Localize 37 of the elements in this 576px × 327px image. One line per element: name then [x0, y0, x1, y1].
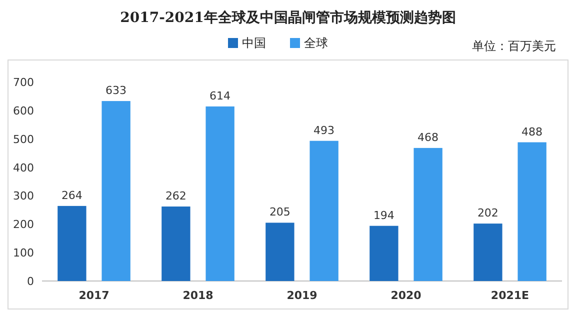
bar — [474, 224, 502, 281]
data-label: 264 — [61, 188, 82, 202]
chart-title: 2017-2021年全球及中国晶闸管市场规模预测趋势图 — [120, 9, 456, 26]
y-tick-label: 0 — [27, 275, 34, 288]
legend-label: 全球 — [304, 36, 328, 50]
bar — [518, 142, 546, 281]
bar — [370, 226, 398, 281]
bar — [162, 206, 190, 281]
data-label: 488 — [522, 125, 543, 138]
data-label: 194 — [373, 208, 394, 222]
y-tick-label: 500 — [13, 132, 34, 146]
data-label: 614 — [210, 89, 231, 102]
y-tick-label: 200 — [13, 218, 34, 232]
x-tick-label: 2018 — [182, 289, 214, 302]
data-label: 205 — [269, 206, 290, 219]
text: 单位：百万美元 — [472, 39, 556, 53]
bar — [58, 206, 86, 281]
bar — [310, 140, 338, 281]
data-label: 633 — [106, 84, 127, 98]
bar — [102, 101, 130, 281]
y-tick-label: 700 — [13, 76, 34, 89]
y-tick-label: 100 — [13, 246, 34, 260]
x-tick-label: 2021E — [490, 289, 530, 302]
data-label: 493 — [314, 124, 335, 137]
bar — [206, 106, 234, 281]
x-tick-label: 2019 — [286, 289, 318, 302]
bar — [266, 222, 294, 281]
y-tick-label: 600 — [13, 104, 34, 118]
data-label: 262 — [165, 190, 186, 203]
x-tick-label: 2017 — [78, 289, 110, 302]
x-tick-label: 2020 — [390, 289, 422, 302]
data-label: 468 — [418, 130, 439, 144]
bar — [414, 148, 442, 281]
data-label: 202 — [477, 206, 498, 220]
legend-label: 中国 — [242, 36, 266, 50]
y-tick-label: 300 — [13, 190, 34, 203]
y-tick-label: 400 — [13, 161, 34, 174]
